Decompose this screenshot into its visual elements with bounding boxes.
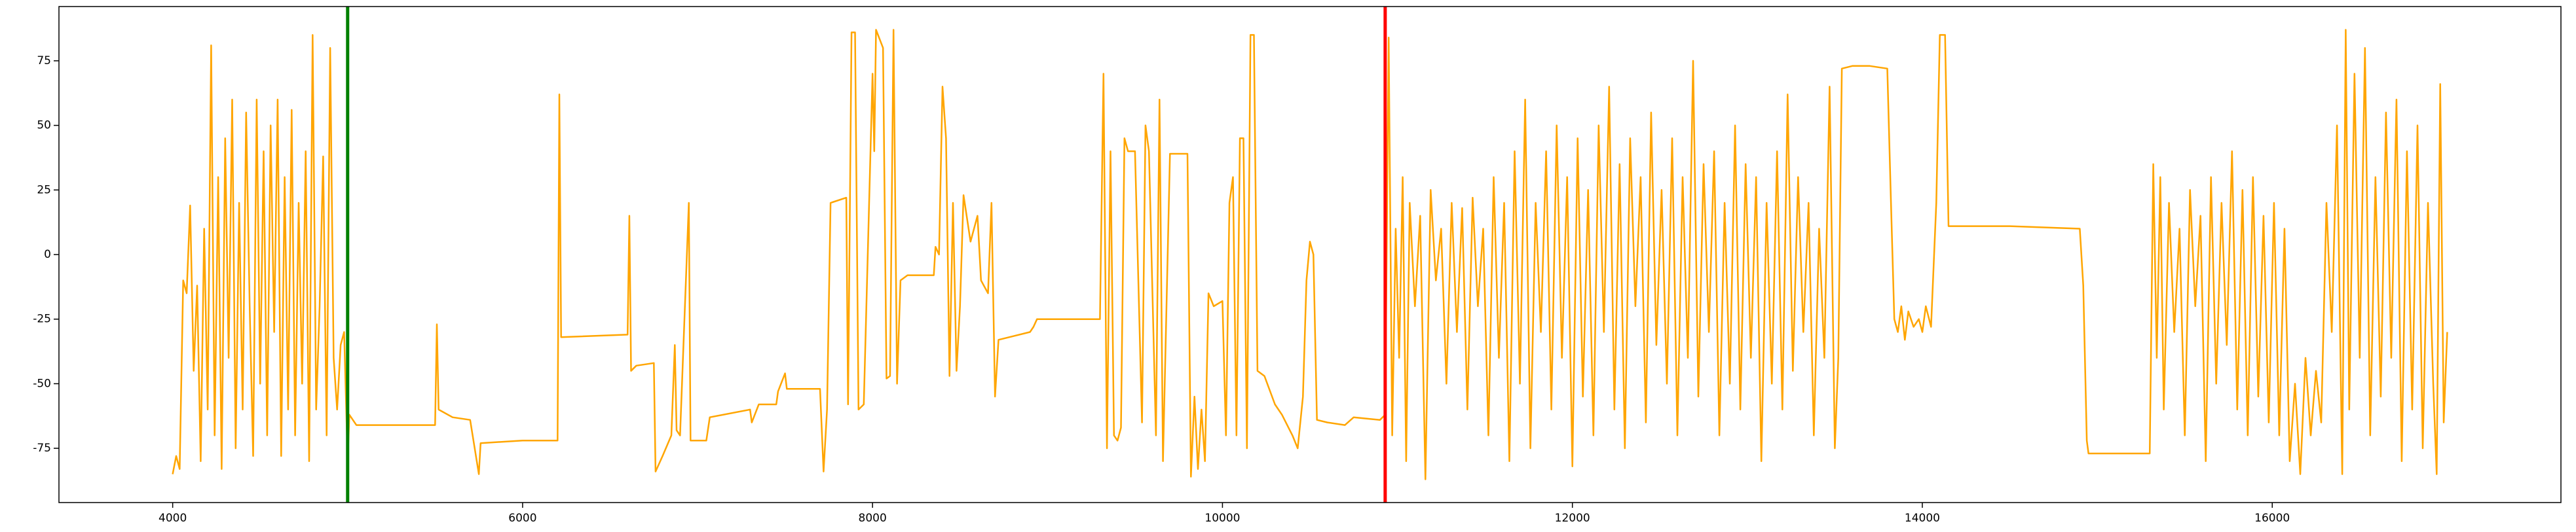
x-tick-label: 16000 — [2254, 512, 2290, 525]
x-tick-label: 8000 — [859, 512, 887, 525]
y-tick-label: 50 — [37, 119, 51, 132]
y-tick-label: 25 — [37, 183, 51, 196]
y-tick-label: 0 — [44, 248, 51, 261]
x-tick-label: 6000 — [508, 512, 536, 525]
x-tick-label: 12000 — [1555, 512, 1590, 525]
x-tick-label: 10000 — [1204, 512, 1240, 525]
x-tick-label: 4000 — [159, 512, 187, 525]
y-tick-label: -25 — [33, 313, 51, 326]
y-tick-label: -50 — [33, 377, 51, 390]
y-tick-label: 75 — [37, 54, 51, 67]
x-tick-label: 14000 — [1905, 512, 1940, 525]
plot-frame — [58, 6, 2562, 503]
y-tick-label: -75 — [33, 442, 51, 455]
data-line — [172, 29, 2448, 480]
